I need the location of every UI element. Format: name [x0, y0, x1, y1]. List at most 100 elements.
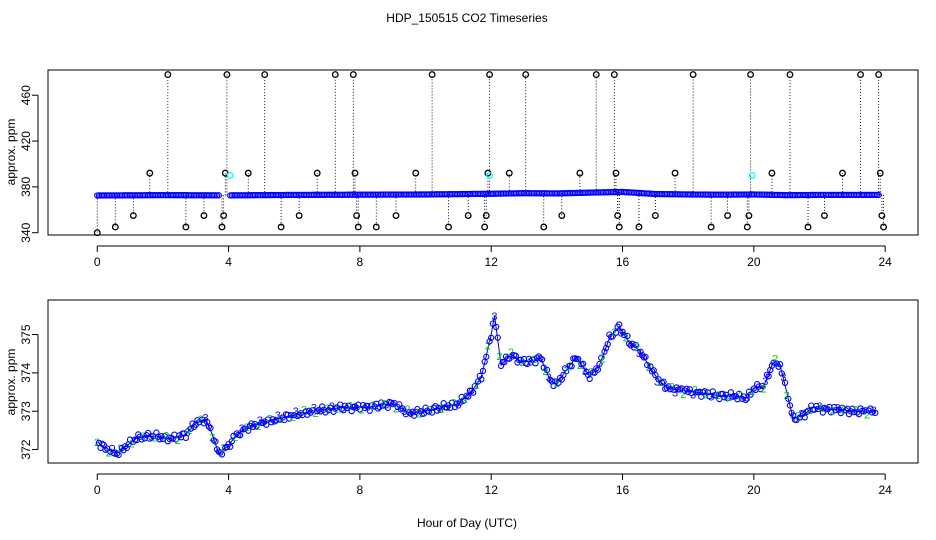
- spike-point: [857, 71, 864, 79]
- series-point: [476, 372, 483, 380]
- spike-point: [592, 71, 600, 79]
- series-point: [314, 408, 321, 415]
- bottom-y-tick-label: 373: [19, 401, 33, 421]
- series-2-marker: 2: [588, 366, 594, 378]
- series-point: [799, 410, 807, 417]
- baseline-point: [875, 191, 882, 199]
- bottom-y-axis-label: approx. ppm: [4, 349, 18, 416]
- series-point: [207, 424, 214, 432]
- series-point: [189, 420, 196, 427]
- series-point: [248, 420, 255, 427]
- series-point: [123, 444, 130, 452]
- spike-point: [146, 169, 154, 177]
- series-2-marker: 2: [198, 414, 204, 426]
- series-point: [827, 409, 835, 416]
- series-point: [287, 412, 295, 419]
- top-x-tick-label: 0: [94, 255, 101, 269]
- spike-point: [220, 212, 228, 219]
- series-point: [832, 406, 840, 414]
- series-2-marker: 2: [795, 411, 801, 423]
- series-point: [867, 405, 874, 412]
- series-2-marker: 2: [703, 390, 709, 402]
- series-3-marker: 3: [275, 410, 281, 422]
- series-point: [205, 423, 213, 430]
- spike-point: [522, 71, 530, 79]
- series-point: [492, 323, 500, 331]
- series-point: [405, 409, 413, 416]
- x-axis-label: Hour of Day (UTC): [417, 516, 517, 530]
- series-point: [763, 371, 771, 378]
- series-point: [233, 430, 240, 437]
- series-point: [612, 329, 620, 336]
- series-2-marker: 2: [335, 404, 341, 416]
- series-point: [532, 360, 539, 367]
- series-point: [652, 371, 659, 379]
- series-point: [609, 333, 616, 340]
- series-point: [410, 412, 418, 419]
- series-point: [686, 386, 693, 393]
- series-point: [604, 340, 611, 348]
- series-2-marker: 2: [129, 439, 135, 451]
- series-3-marker: 3: [112, 448, 118, 460]
- series-point: [200, 420, 208, 427]
- series-2-marker: 2: [244, 422, 250, 434]
- series-point: [286, 415, 293, 422]
- series-point: [625, 340, 633, 347]
- top-spike-points: [93, 71, 887, 237]
- spike-point: [486, 71, 494, 79]
- series-3-marker: 3: [816, 401, 822, 413]
- series-point: [776, 361, 784, 368]
- series-point: [107, 448, 114, 455]
- series-point: [379, 402, 387, 409]
- spike-point: [482, 212, 490, 219]
- series-point: [637, 348, 644, 355]
- top-panel: 0 4 8 12 16 20 24 340 380 420 460 approx. ppm: [4, 69, 919, 269]
- spike-point: [540, 223, 548, 231]
- series-3-marker: 3: [166, 433, 172, 445]
- series-2-marker: 2: [473, 380, 479, 392]
- series-point: [586, 375, 593, 383]
- series-point: [199, 416, 206, 423]
- spike-point: [295, 212, 303, 219]
- spike-point: [576, 169, 584, 177]
- top-x-tick-label: 24: [878, 255, 892, 269]
- series-point: [318, 403, 326, 410]
- series-point: [218, 451, 226, 458]
- series-point: [353, 404, 360, 411]
- series-2-marker: 2: [163, 431, 169, 443]
- series-2-marker: 2: [370, 400, 376, 412]
- series-point: [583, 368, 590, 375]
- series-2-marker: 2: [761, 383, 767, 395]
- series-point: [378, 399, 385, 406]
- series-point: [596, 360, 603, 368]
- series-point: [868, 409, 876, 416]
- series-point: [387, 399, 395, 406]
- series-point: [543, 366, 551, 373]
- series-point: [765, 373, 772, 380]
- series-2-marker: 2: [221, 442, 227, 454]
- top-x-tick-label: 20: [747, 255, 761, 269]
- spike-point: [182, 223, 190, 231]
- series-point: [621, 331, 628, 339]
- series-point: [409, 408, 416, 415]
- series-point: [471, 383, 478, 390]
- series-point: [629, 340, 636, 347]
- spike-point: [244, 169, 252, 177]
- series-3-marker: 3: [798, 409, 804, 421]
- series-point: [579, 360, 587, 367]
- series-point: [305, 407, 313, 414]
- series-point: [872, 409, 879, 417]
- series-2-marker: 2: [267, 413, 273, 425]
- series-point: [425, 408, 432, 415]
- series-point: [453, 400, 460, 407]
- series-2-marker: 2: [152, 432, 158, 444]
- bottom-y-axis: 372 373 374 375: [19, 324, 39, 460]
- series-point: [172, 436, 180, 443]
- series-2-marker: 2: [554, 378, 560, 390]
- series-point: [594, 366, 602, 373]
- spike-point: [93, 229, 101, 237]
- series-2-marker: 2: [347, 401, 353, 413]
- series-point: [284, 411, 291, 418]
- series-point: [644, 361, 651, 369]
- series-point: [488, 334, 495, 341]
